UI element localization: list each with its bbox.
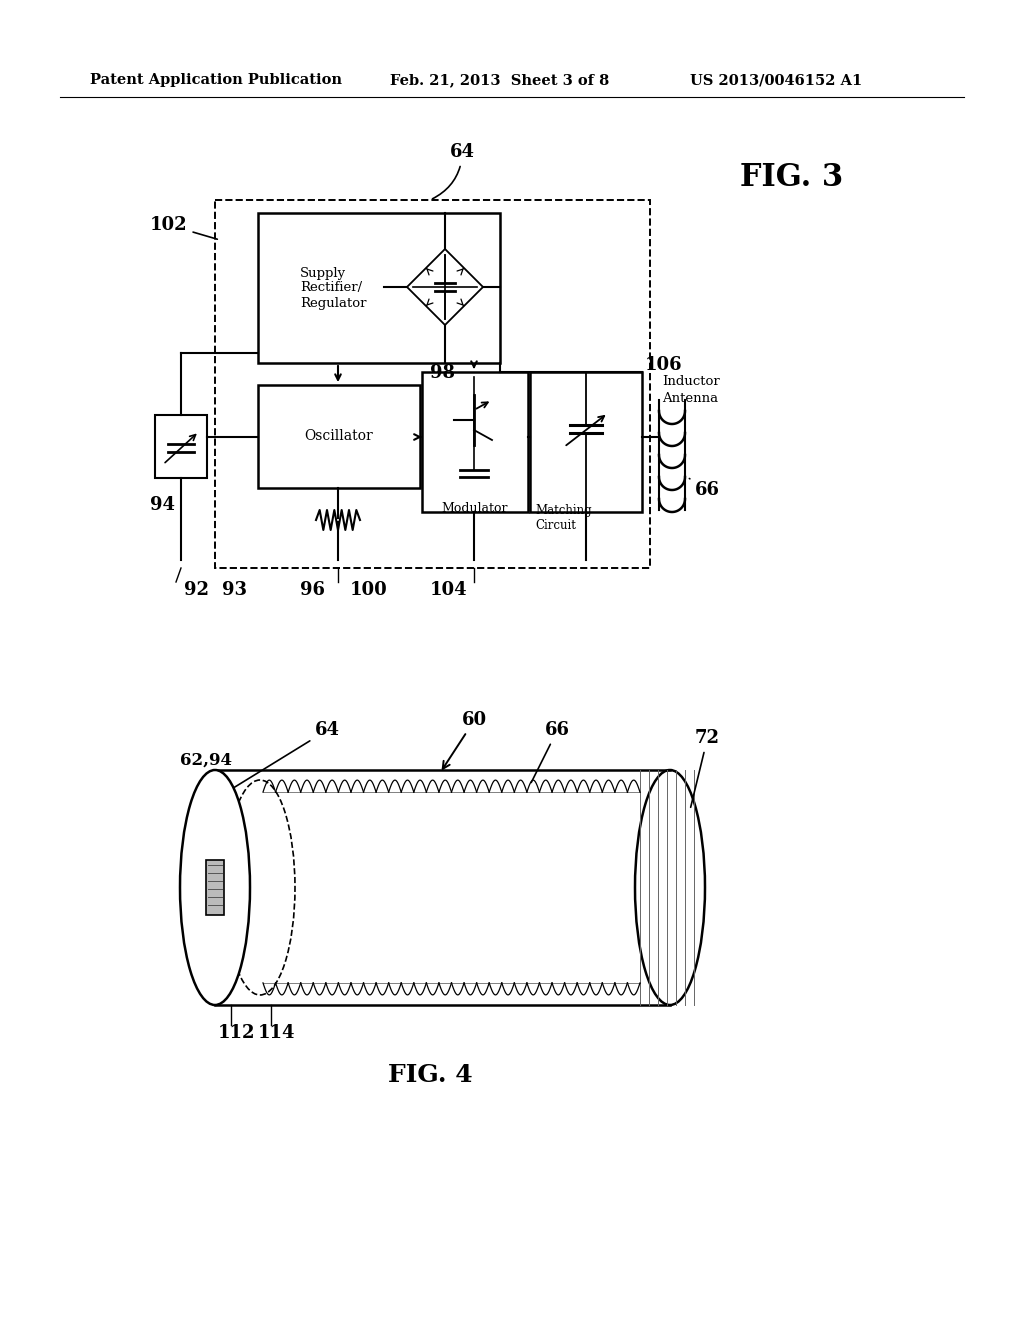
Text: Oscillator: Oscillator [304,429,374,444]
Text: 102: 102 [150,216,217,239]
Text: 96: 96 [300,581,325,599]
Text: Inductor
Antenna: Inductor Antenna [662,375,720,405]
Ellipse shape [180,770,250,1005]
Text: US 2013/0046152 A1: US 2013/0046152 A1 [690,73,862,87]
Text: 106: 106 [645,356,683,374]
Bar [206,861,224,915]
Bar [422,372,528,512]
Text: Patent Application Publication: Patent Application Publication [90,73,342,87]
Text: 92: 92 [184,581,209,599]
Text: Modulator: Modulator [441,502,508,515]
Text: FIG. 3: FIG. 3 [740,162,843,194]
Text: 60: 60 [442,711,487,768]
Text: 114: 114 [258,1024,296,1041]
Text: 64: 64 [432,143,475,199]
Text: Feb. 21, 2013  Sheet 3 of 8: Feb. 21, 2013 Sheet 3 of 8 [390,73,609,87]
Text: 100: 100 [350,581,388,599]
Text: 66: 66 [689,478,720,499]
Bar [530,372,642,512]
Text: 98: 98 [430,364,455,381]
Text: 104: 104 [430,581,468,599]
Text: 64: 64 [232,721,340,788]
Bar [258,213,500,363]
Text: FIG. 4: FIG. 4 [388,1063,472,1086]
Text: Supply
Rectifier/
Regulator: Supply Rectifier/ Regulator [300,267,367,309]
Text: 93: 93 [222,581,247,599]
Text: 94: 94 [150,496,175,513]
Bar [258,385,420,488]
Text: 72: 72 [690,729,720,808]
Text: Matching
Circuit: Matching Circuit [535,504,592,532]
Bar [155,414,207,478]
Text: 66: 66 [531,721,570,783]
Text: 62,94: 62,94 [180,751,232,925]
Text: 112: 112 [218,1024,256,1041]
